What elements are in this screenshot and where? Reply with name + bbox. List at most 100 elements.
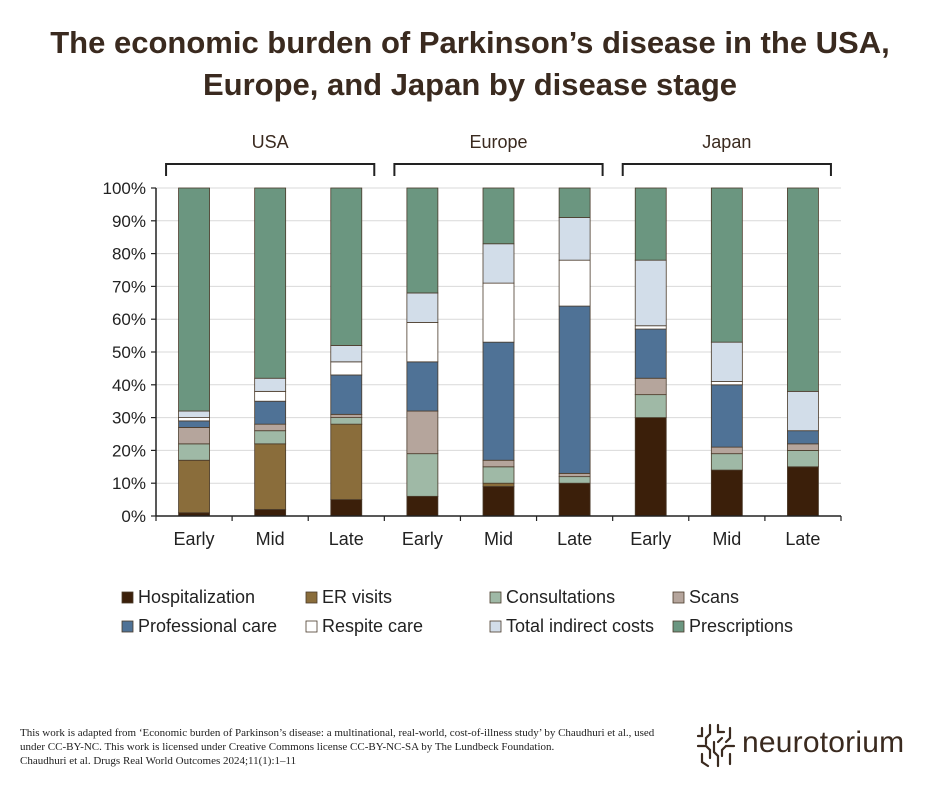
y-tick-label: 50% (112, 343, 146, 362)
bar-segment (710, 381, 743, 386)
bar-segment (558, 482, 591, 517)
bar-segment (482, 243, 515, 284)
x-tick-label: Late (785, 529, 820, 549)
citation-text: Chaudhuri et al. Drugs Real World Outcom… (20, 755, 297, 767)
attribution-text: This work is adapted from ‘Economic burd… (20, 727, 655, 753)
y-tick-label: 0% (121, 507, 146, 526)
brand-name: neurotorium (742, 726, 905, 759)
x-tick-label: Early (174, 529, 215, 549)
bar-segment (787, 443, 819, 451)
bar-segment (634, 328, 667, 379)
bar-segment (558, 217, 591, 261)
group-label: USA (252, 132, 289, 152)
bar-segment (178, 420, 210, 428)
x-tick-label: Late (329, 529, 364, 549)
chart-title: The economic burden of Parkinson’s disea… (0, 22, 940, 106)
bar-segment (330, 423, 363, 501)
bar-segment (482, 482, 515, 487)
legend-label: Consultations (506, 587, 615, 607)
bar-segment (634, 417, 667, 517)
legend-label: Professional care (138, 616, 277, 636)
legend-swatch (489, 591, 502, 604)
legend-swatch (489, 620, 502, 633)
attribution-footer: This work is adapted from ‘Economic burd… (20, 726, 680, 768)
legend-swatch (672, 620, 685, 633)
bar-segment (482, 459, 515, 468)
legend-label: Hospitalization (138, 587, 255, 607)
bar-segment (406, 453, 439, 497)
bar-segment (330, 413, 363, 419)
y-tick-label: 40% (112, 376, 146, 395)
bar-segment (254, 187, 287, 379)
legend-swatch (305, 591, 318, 604)
x-tick-label: Early (402, 529, 443, 549)
group-bracket (165, 163, 376, 176)
legend-label: Scans (689, 587, 739, 607)
bar-segment (482, 282, 515, 343)
bar-segment (482, 341, 515, 461)
bar-segment (406, 410, 439, 455)
y-tick-label: 90% (112, 212, 146, 231)
x-tick-label: Mid (712, 529, 741, 549)
bar-segment (254, 400, 287, 425)
bar-segment (406, 292, 439, 323)
group-label: Europe (469, 132, 527, 152)
y-tick-label: 30% (112, 409, 146, 428)
x-tick-label: Mid (256, 529, 285, 549)
bar-segment (710, 469, 743, 517)
bar-segment (178, 443, 210, 461)
bar-segment (254, 390, 287, 402)
bar-segment (710, 341, 743, 382)
bar-segment (178, 410, 210, 419)
group-bracket (393, 163, 604, 176)
bar-segment (406, 361, 439, 412)
bar-segment (710, 187, 743, 343)
y-tick-label: 70% (112, 277, 146, 296)
bar-segment (558, 187, 591, 218)
legend-swatch (672, 591, 685, 604)
bar-segment (787, 466, 819, 517)
bar-segment (634, 187, 667, 261)
bar-segment (254, 443, 287, 510)
bar-segment (558, 476, 591, 484)
bar-segment (406, 322, 439, 363)
bar-segment (330, 187, 363, 346)
bar-segment (482, 187, 515, 245)
bar-segment (634, 259, 667, 327)
y-tick-label: 20% (112, 441, 146, 460)
chart-title-line-1: The economic burden of Parkinson’s disea… (50, 25, 890, 60)
bar-segment (178, 187, 210, 412)
y-tick-label: 10% (112, 474, 146, 493)
bar-segment (330, 417, 363, 425)
bar-segment (254, 423, 287, 432)
bar-segment (330, 361, 363, 376)
bar-segment (634, 394, 667, 419)
bar-segment (254, 509, 287, 517)
bar-segment (178, 459, 210, 514)
bar-segment (710, 446, 743, 455)
stacked-bar-chart: 0% 10% 20% 30% 40% 50% 60% 70% 80% 90% 100% Early Mi… (103, 132, 842, 636)
x-tick-label: Late (557, 529, 592, 549)
y-tick-label: 60% (112, 310, 146, 329)
legend-label: Total indirect costs (506, 616, 654, 636)
bar-segment (254, 430, 287, 445)
bar-segment (178, 417, 210, 422)
bar-segment (330, 499, 363, 517)
bar-segment (787, 390, 819, 432)
legend-swatch (305, 620, 318, 633)
legend-swatch (121, 591, 134, 604)
bar-segment (330, 345, 363, 363)
neurotorium-logo-icon (696, 723, 736, 768)
x-tick-label: Mid (484, 529, 513, 549)
bar-segment (406, 495, 439, 517)
bar-segment (634, 325, 667, 330)
bar-segment (558, 305, 591, 474)
bar-segment (482, 486, 515, 517)
bar-segment (558, 472, 591, 478)
y-tick-label: 100% (103, 179, 146, 198)
x-tick-label: Early (630, 529, 671, 549)
bar-segment (787, 449, 819, 468)
legend-label: Respite care (322, 616, 423, 636)
legend-label: ER visits (322, 587, 392, 607)
chart-title-line-2: Europe, and Japan by disease stage (202, 67, 738, 102)
